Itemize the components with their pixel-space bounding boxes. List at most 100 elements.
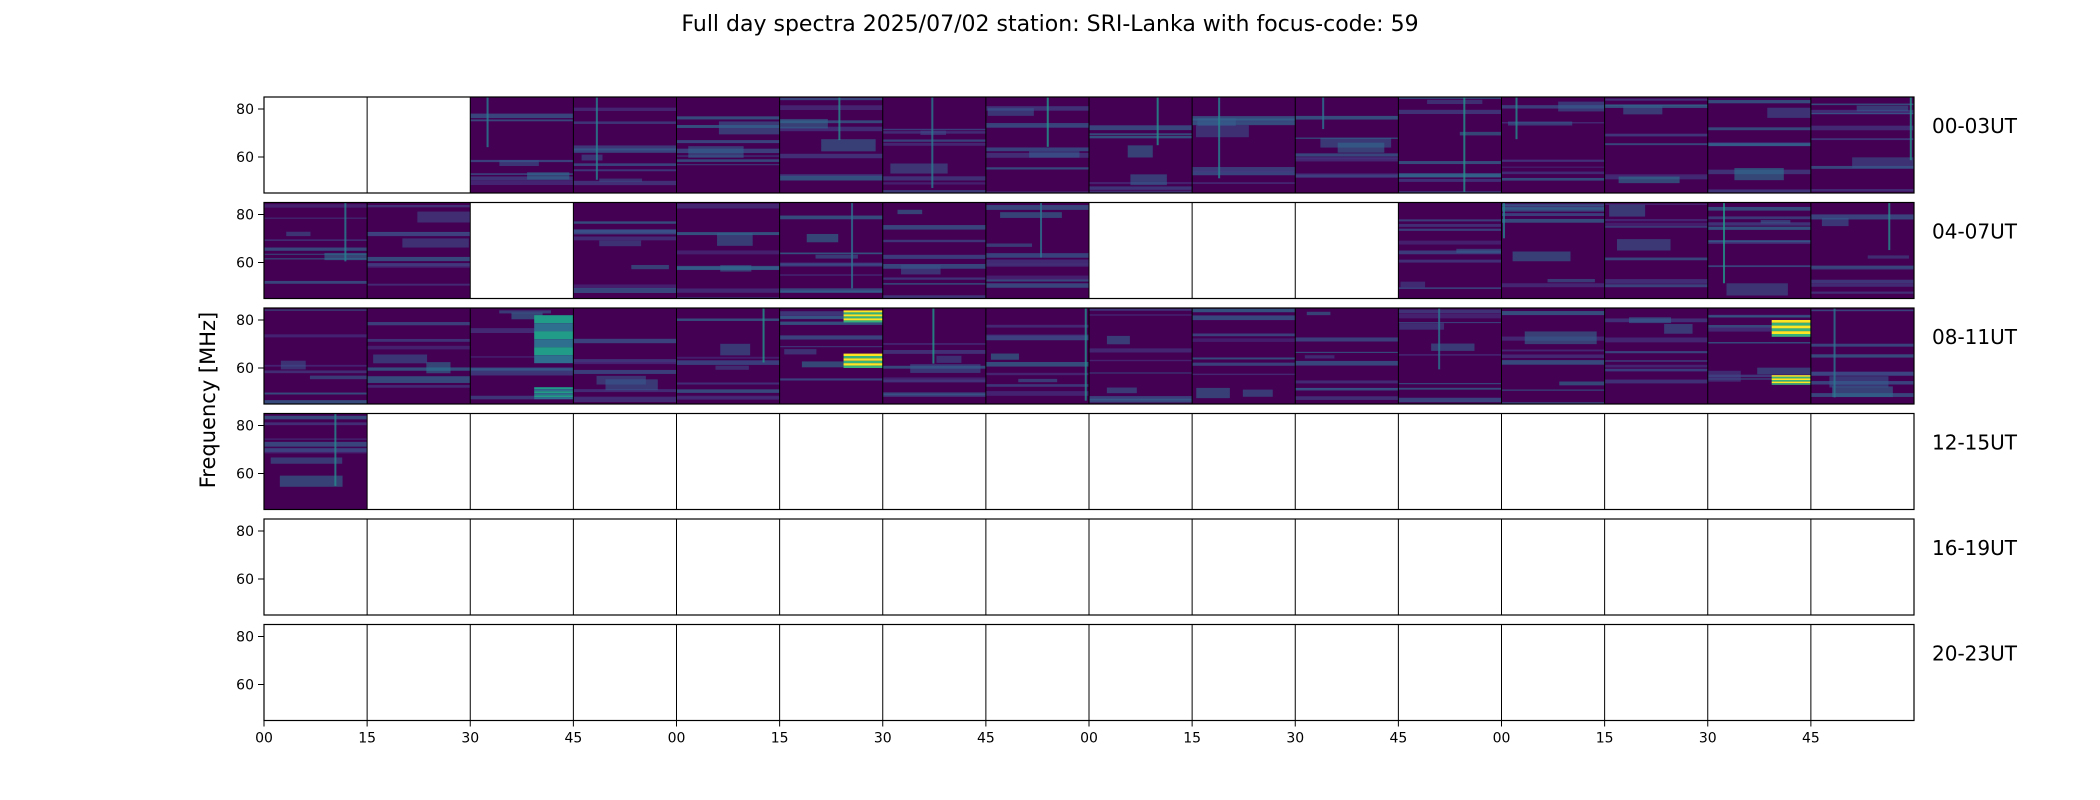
spectrogram-band xyxy=(779,176,883,181)
spectrogram-panel xyxy=(1707,308,1811,404)
spectrogram-patch xyxy=(987,108,1034,116)
chart-title: Full day spectra 2025/07/02 station: SRI… xyxy=(681,12,1419,37)
spectrogram-band xyxy=(1398,313,1502,319)
spectrogram-band xyxy=(1810,265,1914,269)
spectrogram-band xyxy=(1089,190,1193,192)
empty-panel xyxy=(1295,519,1399,615)
spectrogram-band xyxy=(264,247,368,251)
spectrogram-patch xyxy=(1130,174,1167,186)
spectrogram-band xyxy=(1604,143,1708,146)
spectrogram-panel xyxy=(1501,202,1605,299)
x-tick-label: 00 xyxy=(668,731,686,747)
empty-panel xyxy=(573,413,677,510)
empty-panel xyxy=(1707,413,1811,510)
spectrogram-patch xyxy=(499,310,551,314)
spectrogram-panel xyxy=(1089,308,1193,404)
spectrogram-band xyxy=(1089,348,1193,353)
spectrogram-panel xyxy=(1501,413,1605,510)
spectrogram-band xyxy=(985,384,1089,387)
spectrogram-panel xyxy=(1398,624,1502,721)
spectrogram-background xyxy=(985,202,1089,299)
spectrogram-panel xyxy=(1089,97,1193,193)
spectrogram-patch xyxy=(806,233,839,243)
burst-mark xyxy=(1771,375,1811,377)
empty-panel xyxy=(573,519,677,615)
spectrogram-panel xyxy=(1810,624,1914,721)
spectrogram-band xyxy=(985,283,1089,288)
spectrogram-band xyxy=(1192,182,1296,184)
spectrogram-band xyxy=(1810,309,1914,312)
x-tick-label: 30 xyxy=(1286,731,1304,747)
burst-mark xyxy=(843,360,883,364)
spectrogram-panel xyxy=(1192,519,1296,615)
spectrogram-streak xyxy=(1156,97,1159,146)
spectrogram-patch xyxy=(1623,104,1663,115)
empty-panel xyxy=(985,624,1089,721)
spectrogram-panel xyxy=(1398,413,1502,510)
spectrogram-patch xyxy=(527,172,570,180)
spectrogram-band xyxy=(1501,311,1605,316)
spectrogram-band xyxy=(264,309,368,311)
spectrogram-patch xyxy=(901,264,941,275)
burst-mark xyxy=(534,323,574,332)
empty-panel xyxy=(676,413,780,510)
spectrogram-band xyxy=(779,263,883,267)
spectrogram-patch xyxy=(1106,387,1137,394)
spectrogram-panel xyxy=(1604,202,1708,299)
empty-panel xyxy=(1501,624,1605,721)
spectrogram-band xyxy=(1707,222,1811,226)
burst-mark xyxy=(843,316,883,319)
spectrogram-band xyxy=(779,274,883,276)
spectrogram-band xyxy=(1501,349,1605,352)
spectrogram-panel xyxy=(985,413,1089,510)
spectrogram-patch xyxy=(1306,311,1331,316)
spectrogram-band xyxy=(1604,360,1708,362)
spectrogram-panel xyxy=(367,308,471,404)
spectrogram-band xyxy=(1810,125,1914,131)
spectrogram-panel xyxy=(1089,624,1193,721)
spectrogram-band xyxy=(779,126,883,132)
spectrogram-patch xyxy=(286,231,311,237)
spectrogram-band xyxy=(1707,342,1811,344)
x-tick-label: 15 xyxy=(771,731,789,747)
y-tick-label: 60 xyxy=(236,467,254,483)
empty-panel xyxy=(1192,413,1296,510)
spectrogram-panel xyxy=(882,97,986,193)
spectrogram-band xyxy=(470,395,574,400)
spectrogram-panel xyxy=(1295,624,1399,721)
spectrogram-panel xyxy=(1295,308,1399,404)
spectrogram-band xyxy=(676,250,780,255)
spectrogram-patch xyxy=(581,154,603,161)
spectrogram-patch xyxy=(1431,343,1475,351)
burst-mark xyxy=(843,314,883,317)
spectrogram-band xyxy=(573,396,677,400)
y-tick-label: 80 xyxy=(236,524,254,540)
spectrogram-panel xyxy=(470,202,574,299)
spectrogram-patch xyxy=(1197,118,1236,126)
spectrogram-band xyxy=(1398,161,1502,165)
spectrogram-band xyxy=(676,395,780,399)
empty-panel xyxy=(985,519,1089,615)
spectrogram-band xyxy=(573,359,677,363)
spectrogram-band xyxy=(882,176,986,181)
spectrogram-patch xyxy=(1559,381,1605,386)
spectrogram-panel xyxy=(985,624,1089,721)
spectrogram-patch xyxy=(936,355,962,363)
spectrogram-patch xyxy=(784,349,817,355)
spectrogram-panel xyxy=(573,202,677,299)
x-tick-label: 00 xyxy=(1493,731,1511,747)
spectrogram-band xyxy=(573,148,677,153)
spectrogram-band xyxy=(1604,368,1708,372)
spectrogram-band xyxy=(1192,373,1296,376)
spectrogram-band xyxy=(779,153,883,159)
spectrogram-band xyxy=(1398,353,1502,356)
spectrogram-patch xyxy=(599,240,642,247)
y-tick-label: 60 xyxy=(236,256,254,272)
spectrogram-band xyxy=(1810,283,1914,287)
spectrogram-patch xyxy=(417,211,471,223)
spectrogram-band xyxy=(264,239,368,241)
spectrogram-band xyxy=(470,372,574,376)
spectrogram-panel xyxy=(264,519,368,615)
